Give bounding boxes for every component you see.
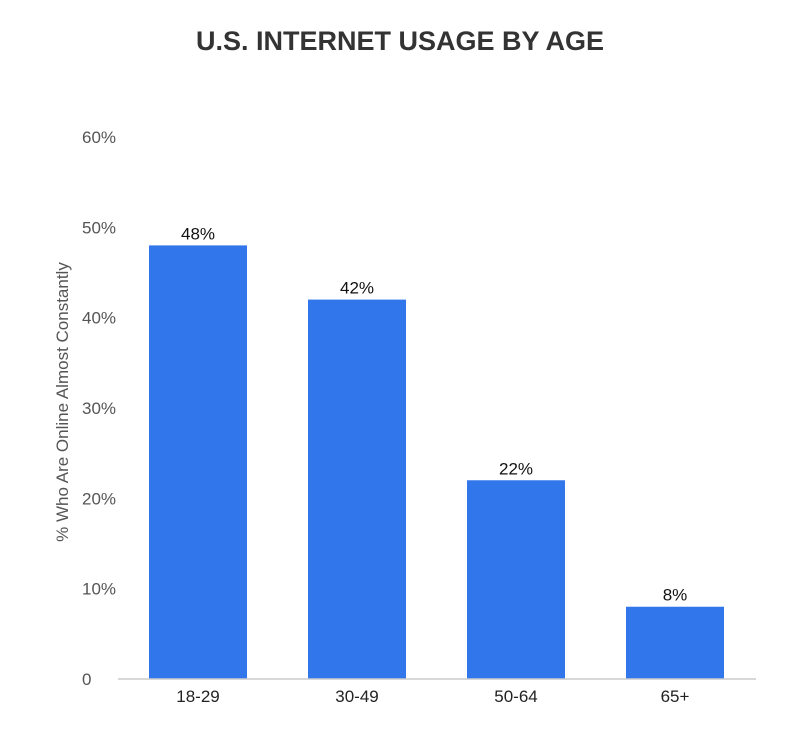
x-tick-label: 18-29 [176,687,219,706]
bar-50-64 [467,480,565,679]
y-tick-label: 0 [82,670,91,689]
bar-30-49 [308,299,406,679]
data-label: 22% [499,459,533,478]
x-axis-ticks: 18-29 30-49 50-64 65+ [176,687,689,706]
data-label: 8% [663,586,688,605]
data-labels: 48% 42% 22% 8% [181,224,687,604]
bar-65+ [626,606,724,679]
bars [149,245,724,679]
data-label: 48% [181,224,215,243]
y-tick-label: 50% [82,218,116,237]
x-tick-label: 30-49 [335,687,378,706]
y-tick-label: 60% [82,128,116,147]
y-tick-label: 10% [82,580,116,599]
y-tick-label: 40% [82,309,116,328]
y-axis-ticks: 0 10% 20% 30% 40% 50% 60% [82,128,116,689]
bar-18-29 [149,245,247,679]
x-tick-label: 65+ [661,687,690,706]
x-tick-label: 50-64 [494,687,537,706]
y-tick-label: 30% [82,399,116,418]
data-label: 42% [340,279,374,298]
y-axis-label: % Who Are Online Almost Constantly [53,262,72,542]
y-tick-label: 20% [82,489,116,508]
chart-title: U.S. INTERNET USAGE BY AGE [195,26,605,56]
